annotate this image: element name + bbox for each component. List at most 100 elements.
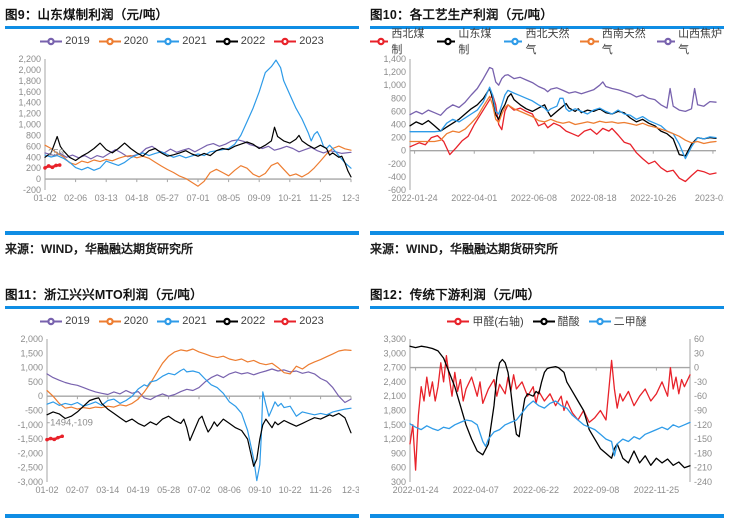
legend-marker-icon — [157, 317, 180, 325]
svg-text:12-3: 12-3 — [342, 193, 359, 203]
svg-text:1,800: 1,800 — [383, 406, 406, 416]
svg-text:05-28: 05-28 — [157, 485, 180, 495]
svg-text:1,400: 1,400 — [383, 54, 406, 64]
svg-text:08-05: 08-05 — [217, 193, 240, 203]
legend-marker-icon — [588, 317, 611, 325]
legend-marker-icon — [437, 37, 456, 45]
svg-text:-1,500: -1,500 — [17, 434, 43, 444]
svg-text:-400: -400 — [388, 172, 406, 182]
legend-item: 2023 — [274, 315, 324, 327]
svg-text:2022-01-24: 2022-01-24 — [392, 193, 438, 203]
chart-legend: 甲醛(右轴) 醋酸 二甲醚 — [370, 309, 724, 333]
title-divider — [370, 306, 724, 309]
figure-title: 图10：各工艺生产利润（元/吨） — [370, 8, 554, 22]
svg-text:-3,000: -3,000 — [17, 477, 43, 487]
svg-text:1,600: 1,600 — [18, 87, 41, 97]
legend-marker-icon — [98, 37, 121, 45]
legend-label: 西北天然气 — [525, 28, 570, 56]
title-divider — [5, 306, 359, 309]
svg-text:11-26: 11-26 — [309, 485, 331, 495]
svg-text:600: 600 — [391, 463, 406, 473]
svg-text:02-07: 02-07 — [66, 485, 89, 495]
legend-item: 二甲醚 — [588, 313, 647, 329]
svg-text:2,200: 2,200 — [18, 54, 41, 64]
svg-text:2022-06-08: 2022-06-08 — [511, 193, 557, 203]
legend-marker-icon — [504, 37, 523, 45]
svg-text:2022-11-25: 2022-11-25 — [634, 485, 679, 495]
svg-text:400: 400 — [26, 152, 41, 162]
line-chart: 3,300 3,000 2,700 2,400 2,100 1,800 1,500 1,200… — [383, 334, 712, 495]
legend-label: 2023 — [299, 315, 324, 327]
source-divider — [5, 514, 359, 518]
legend-label: 西南天然气 — [601, 28, 646, 56]
legend-label: 2019 — [65, 315, 90, 327]
svg-text:2022-04-07: 2022-04-07 — [453, 485, 499, 495]
legend-marker-icon — [274, 37, 297, 45]
svg-text:-90: -90 — [694, 406, 707, 416]
svg-text:03-14: 03-14 — [96, 485, 119, 495]
legend-item: 醋酸 — [532, 313, 580, 329]
svg-text:2022-04-01: 2022-04-01 — [451, 193, 497, 203]
svg-text:12-3: 12-3 — [342, 485, 359, 495]
svg-text:2023-01-: 2023-01- — [695, 193, 724, 203]
chart-legend: 西北煤制 山东煤制 西北天然气 西南天然气 山西焦炉气 — [370, 28, 724, 56]
svg-text:-200: -200 — [23, 185, 41, 195]
legend-marker-icon — [656, 37, 676, 45]
svg-text:02-06: 02-06 — [64, 193, 87, 203]
legend-marker-icon — [447, 317, 470, 325]
figure-panel-fig9: 图9：山东煤制利润（元/吨） 2019 2020 2021 2022 2023 2,20… — [0, 0, 365, 280]
svg-text:-210: -210 — [694, 463, 712, 473]
svg-text:2,400: 2,400 — [383, 377, 406, 387]
figure-title: 图11：浙江兴兴MTO利润（元/吨） — [5, 288, 203, 302]
figure-panel-fig12: 图12：传统下游利润（元/吨） 甲醛(右轴) 醋酸 二甲醚 3,300 3,000 2,… — [365, 280, 730, 518]
chart-legend: 2019 2020 2021 2022 2023 — [5, 29, 359, 53]
title-divider — [5, 26, 359, 29]
legend-item: 2022 — [215, 35, 266, 47]
svg-text:09-10: 09-10 — [248, 485, 271, 495]
legend-label: 甲醛(右轴) — [472, 316, 524, 328]
svg-text:200: 200 — [26, 163, 41, 173]
svg-text:1,000: 1,000 — [383, 80, 406, 90]
legend-item: 山东煤制 — [437, 25, 495, 57]
svg-text:2022-09-08: 2022-09-08 — [573, 485, 619, 495]
source-divider — [5, 231, 359, 235]
svg-text:2022-01-24: 2022-01-24 — [393, 485, 439, 495]
figure-panel-fig10: 图10：各工艺生产利润（元/吨） 西北煤制 山东煤制 西北天然气 西南天然气 山西焦炉气… — [365, 0, 730, 280]
svg-text:0: 0 — [36, 174, 41, 184]
svg-text:-180: -180 — [694, 448, 712, 458]
legend-marker-icon — [98, 317, 121, 325]
svg-text:-30: -30 — [694, 377, 707, 387]
svg-text:1,800: 1,800 — [18, 76, 41, 86]
legend-label: 2020 — [123, 35, 149, 47]
legend-marker-icon — [370, 37, 389, 45]
legend-label: 2023 — [299, 35, 324, 47]
line-chart: 1,400 1,200 1,000 800 600 400 200 0 -200 -400 -600… — [383, 54, 724, 203]
svg-text:-150: -150 — [694, 434, 712, 444]
svg-text:03-13: 03-13 — [95, 193, 118, 203]
svg-text:01-02: 01-02 — [35, 485, 58, 495]
title-divider — [370, 26, 724, 29]
svg-text:1,500: 1,500 — [383, 420, 406, 430]
legend-label: 西北煤制 — [391, 28, 425, 56]
svg-text:3,000: 3,000 — [383, 348, 406, 358]
svg-text:-120: -120 — [694, 420, 712, 430]
legend-item: 2022 — [215, 315, 266, 327]
legend-label: 醋酸 — [557, 316, 580, 328]
figure-title: 图12：传统下游利润（元/吨） — [370, 288, 541, 302]
legend-label: 2022 — [240, 35, 266, 47]
legend-label: 2022 — [240, 315, 266, 327]
svg-text:11-25: 11-25 — [309, 193, 331, 203]
legend-marker-icon — [532, 317, 555, 325]
svg-text:0: 0 — [38, 391, 43, 401]
svg-text:1,400: 1,400 — [18, 98, 41, 108]
svg-text:-60: -60 — [694, 391, 707, 401]
legend-label: 2021 — [182, 315, 207, 327]
svg-text:500: 500 — [28, 377, 43, 387]
legend-marker-icon — [215, 317, 238, 325]
legend-item: 西北煤制 — [370, 25, 428, 57]
svg-text:-2,500: -2,500 — [17, 463, 43, 473]
legend-item: 2023 — [274, 35, 324, 47]
legend-item: 2019 — [40, 315, 90, 327]
svg-text:-600: -600 — [388, 185, 406, 195]
legend-marker-icon — [580, 37, 599, 45]
